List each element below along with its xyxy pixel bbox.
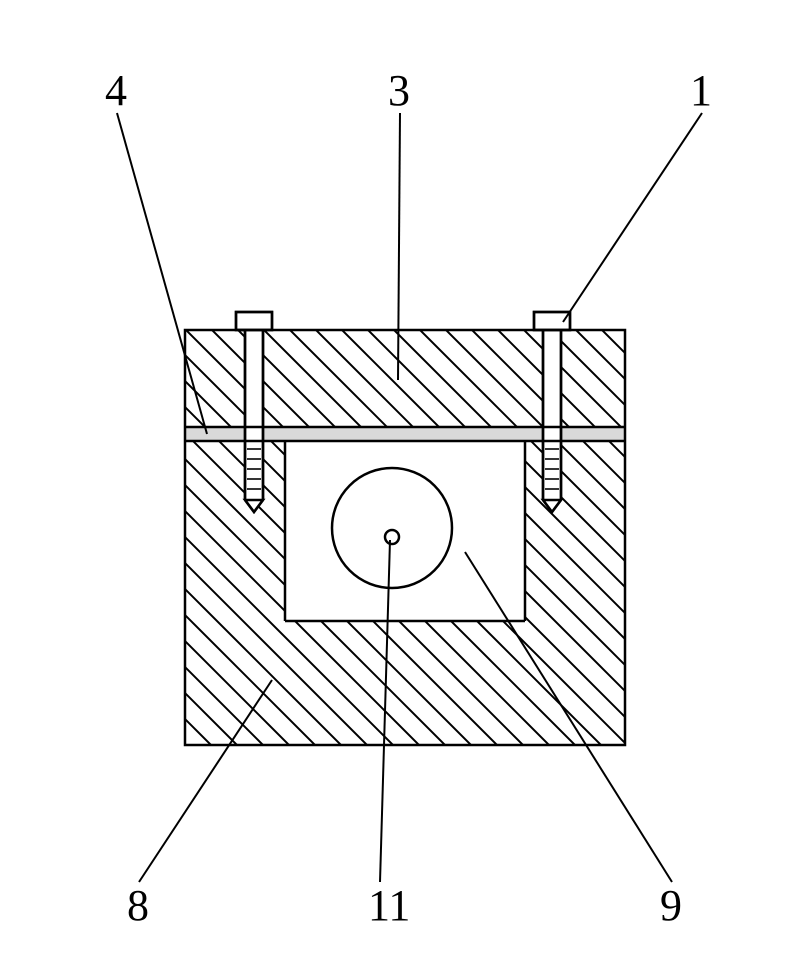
bolt-left-shank-fill	[245, 312, 263, 500]
label-l11: 11	[368, 881, 410, 930]
label-l3: 3	[388, 66, 410, 115]
bolt-right-shank-fill	[543, 312, 561, 500]
small-circle	[385, 530, 399, 544]
label-l8: 8	[127, 881, 149, 930]
diagram: 4 3 1 8 11 9	[0, 0, 811, 970]
label-l1: 1	[690, 66, 712, 115]
label-l4: 4	[105, 66, 127, 115]
label-l9: 9	[660, 881, 682, 930]
bolt-left-head	[236, 312, 272, 330]
big-circle	[332, 468, 452, 588]
